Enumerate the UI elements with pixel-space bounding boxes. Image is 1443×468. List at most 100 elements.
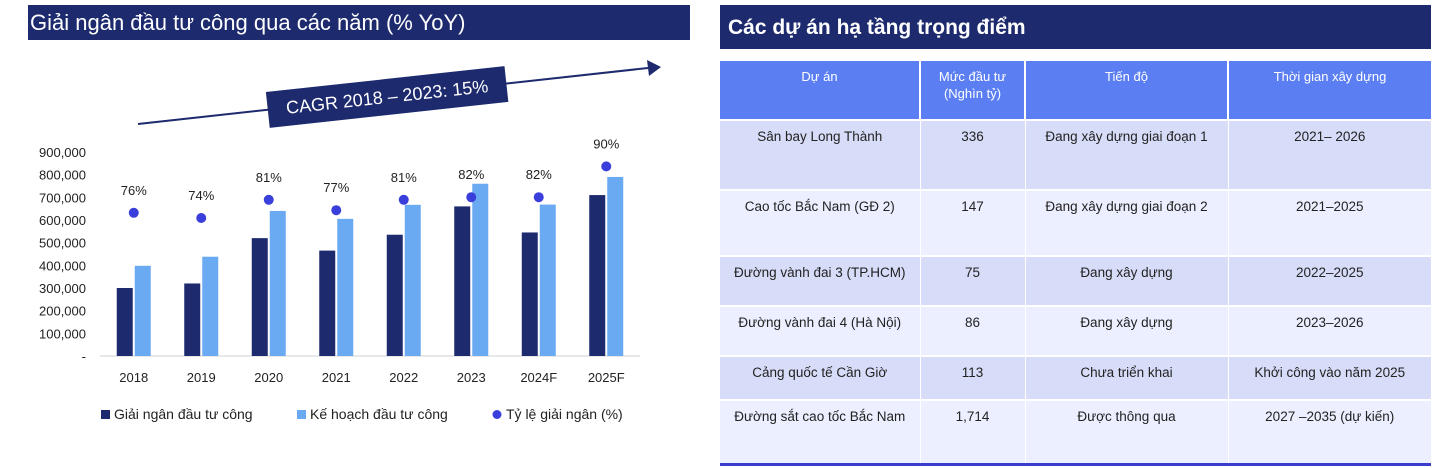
legend-label-ratio: Tỷ lệ giải ngân (%) <box>506 406 623 422</box>
x-tick-label: 2018 <box>119 370 148 385</box>
table-row: Cảng quốc tế Cần Giờ 113 Chưa triển khai Kh… <box>720 355 1431 400</box>
cell-project: Đường vành đai 4 (Hà Nội) <box>720 305 921 356</box>
y-tick-label: 100,000 <box>39 326 86 341</box>
chart-title: Giải ngân đầu tư công qua các năm (% YoY… <box>28 5 690 40</box>
cell-project: Đường sắt cao tốc Bắc Nam <box>720 399 921 464</box>
bar-plan <box>337 218 354 356</box>
ratio-label: 76% <box>121 183 147 198</box>
bar-plan <box>472 183 489 356</box>
ratio-dot <box>601 161 612 172</box>
y-tick-label: 800,000 <box>39 168 86 183</box>
cell-progress: Đang xây dựng <box>1025 255 1229 306</box>
bar-disbursement <box>251 238 268 356</box>
legend-label-plan: Kế hoạch đầu tư công <box>310 406 448 422</box>
header-construction-time: Thời gian xây dựng <box>1228 61 1431 120</box>
y-tick-label: 700,000 <box>39 190 86 205</box>
cell-progress: Chưa triển khai <box>1025 355 1229 400</box>
cagr-box <box>265 66 509 128</box>
ratio-label: 74% <box>188 188 214 203</box>
bar-plan <box>404 204 421 356</box>
ratio-dot <box>196 213 207 223</box>
ratio-dot <box>466 192 477 203</box>
header-progress: Tiến độ <box>1025 61 1229 120</box>
cell-construction-time: 2027 –2035 (dự kiến) <box>1228 399 1431 464</box>
cagr-arrow-head <box>647 60 661 76</box>
bar-disbursement <box>454 206 471 356</box>
bar-plan <box>539 204 556 356</box>
cell-project: Đường vành đai 3 (TP.HCM) <box>720 255 921 306</box>
bar-disbursement <box>386 234 403 356</box>
table-body: Sân bay Long Thành 336 Đang xây dựng giai … <box>720 119 1431 464</box>
cell-investment: 113 <box>920 355 1026 400</box>
cell-construction-time: 2023–2026 <box>1228 305 1431 356</box>
legend-marker-ratio <box>492 410 502 419</box>
cell-construction-time: 2021– 2026 <box>1228 119 1431 190</box>
ratio-label: 77% <box>323 180 349 195</box>
legend-swatch-plan <box>297 410 306 419</box>
bar-disbursement <box>589 195 606 356</box>
cell-construction-time: 2021–2025 <box>1228 189 1431 256</box>
x-tick-label: 2025F <box>588 370 625 385</box>
x-tick-label: 2020 <box>254 370 283 385</box>
cagr-annotation: CAGR 2018 – 2023: 15% <box>265 66 509 128</box>
bar-plan <box>269 210 286 356</box>
y-tick-label: 500,000 <box>39 236 86 251</box>
ratio-label: 90% <box>593 136 619 151</box>
ratio-dot <box>128 207 139 218</box>
ratio-dot <box>533 192 544 203</box>
cell-project: Cảng quốc tế Cần Giờ <box>720 355 921 400</box>
x-tick-label: 2022 <box>389 370 418 385</box>
bar-plan <box>607 176 624 356</box>
table-row: Sân bay Long Thành 336 Đang xây dựng giai … <box>720 119 1431 190</box>
ratio-dot <box>263 194 274 205</box>
table-title: Các dự án hạ tầng trọng điểm <box>720 5 1431 49</box>
investment-chart: - 100,000 200,000 300,000 400,000 500,000 600,… <box>39 60 661 422</box>
table-row: Đường sắt cao tốc Bắc Nam 1,714 Được thông… <box>720 399 1431 464</box>
table-row: Đường vành đai 3 (TP.HCM) 75 Đang xây dựng… <box>720 255 1431 306</box>
table-bottom-rule <box>720 463 1431 466</box>
table-row: Đường vành đai 4 (Hà Nội) 86 Đang xây dựng… <box>720 305 1431 356</box>
legend-label-disbursement: Giải ngân đầu tư công <box>114 406 253 422</box>
x-tick-label: 2021 <box>322 370 351 385</box>
y-tick-label: 900,000 <box>39 145 86 160</box>
legend-swatch-disbursement <box>101 410 110 419</box>
bar-disbursement <box>521 232 538 356</box>
cell-investment: 86 <box>920 305 1026 356</box>
bar-plan <box>134 265 151 356</box>
cell-progress: Đang xây dựng giai đoạn 1 <box>1025 119 1229 190</box>
table-row: Cao tốc Bắc Nam (GĐ 2) 147 Đang xây dựng g… <box>720 189 1431 256</box>
bar-disbursement <box>184 283 201 356</box>
cell-progress: Được thông qua <box>1025 399 1229 464</box>
x-tick-label: 2023 <box>457 370 486 385</box>
y-tick-label: 600,000 <box>39 213 86 228</box>
projects-table: Dự án Mức đầu tư (Nghìn tỷ) Tiến độ Thời … <box>720 61 1431 464</box>
x-tick-label: 2024F <box>520 370 557 385</box>
cell-progress: Đang xây dựng giai đoạn 2 <box>1025 189 1229 256</box>
y-tick-label: 300,000 <box>39 281 86 296</box>
cell-progress: Đang xây dựng <box>1025 305 1229 356</box>
header-investment: Mức đầu tư (Nghìn tỷ) <box>920 61 1026 120</box>
ratio-dot <box>398 194 409 205</box>
ratio-label: 81% <box>391 170 417 185</box>
bar-disbursement <box>319 250 336 356</box>
cell-construction-time: 2022–2025 <box>1228 255 1431 306</box>
ratio-dot <box>331 205 342 216</box>
ratio-label: 81% <box>256 170 282 185</box>
cell-project: Sân bay Long Thành <box>720 119 921 190</box>
ratio-label: 82% <box>458 167 484 182</box>
y-tick-label: - <box>82 349 86 364</box>
cell-project: Cao tốc Bắc Nam (GĐ 2) <box>720 189 921 256</box>
cell-investment: 75 <box>920 255 1026 306</box>
cell-investment: 147 <box>920 189 1026 256</box>
cell-construction-time: Khởi công vào năm 2025 <box>1228 355 1431 400</box>
table-header-row: Dự án Mức đầu tư (Nghìn tỷ) Tiến độ Thời … <box>720 61 1431 120</box>
y-tick-label: 200,000 <box>39 304 86 319</box>
bar-disbursement <box>116 288 133 356</box>
cell-investment: 1,714 <box>920 399 1026 464</box>
ratio-label: 82% <box>526 167 552 182</box>
x-tick-label: 2019 <box>187 370 216 385</box>
header-project: Dự án <box>720 61 921 120</box>
y-tick-label: 400,000 <box>39 258 86 273</box>
bar-plan <box>202 256 219 356</box>
cell-investment: 336 <box>920 119 1026 190</box>
